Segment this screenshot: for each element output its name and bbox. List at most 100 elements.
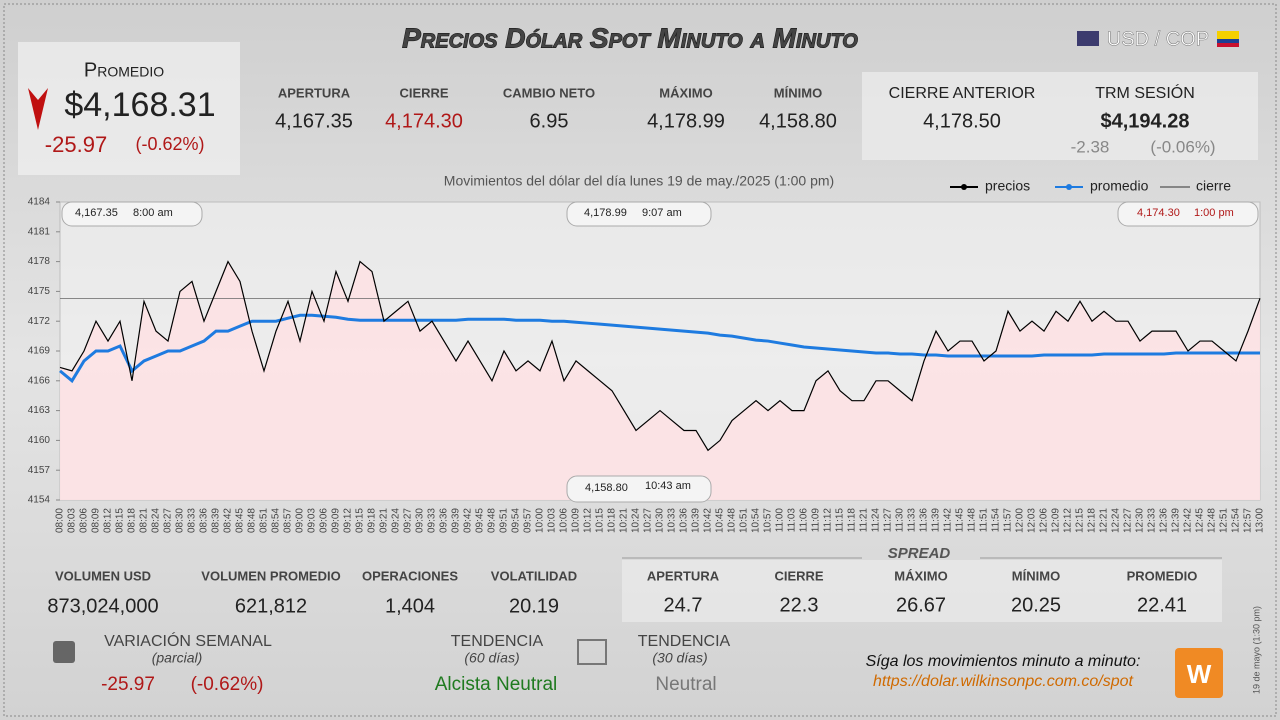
stat-value: 26.67	[896, 594, 946, 616]
y-tick-label: 4175	[28, 286, 51, 297]
x-tick-label: 10:03	[547, 508, 558, 533]
weekly-change: -25.97	[101, 674, 155, 695]
stat-value: 873,024,000	[47, 595, 158, 617]
x-tick-label: 11:57	[1003, 508, 1014, 533]
x-tick-label: 13:00	[1255, 508, 1266, 533]
x-tick-label: 12:51	[1219, 508, 1230, 533]
weekly-change-pct: (-0.62%)	[191, 674, 264, 695]
x-tick-label: 08:24	[151, 508, 162, 533]
stat-value: 22.41	[1137, 594, 1187, 616]
x-tick-label: 11:36	[919, 508, 930, 533]
promedio-change-pct: (-0.62%)	[135, 134, 204, 154]
x-tick-label: 08:45	[235, 508, 246, 533]
annotation-box	[61, 201, 203, 227]
x-tick-label: 09:03	[307, 508, 318, 533]
x-tick-label: 08:09	[91, 508, 102, 533]
x-tick-label: 08:33	[187, 508, 198, 533]
x-tick-label: 11:06	[799, 508, 810, 533]
x-tick-label: 12:15	[1075, 508, 1086, 533]
x-tick-label: 10:36	[679, 508, 690, 533]
x-tick-label: 11:21	[859, 508, 870, 533]
x-tick-label: 11:39	[931, 508, 942, 533]
y-tick-label: 4184	[28, 197, 51, 208]
stat-value: 24.7	[664, 594, 703, 616]
promedio-box	[18, 42, 240, 175]
logo	[1175, 648, 1223, 698]
annotation-time: 1:00 pm	[1194, 207, 1234, 219]
legend-swatch	[961, 184, 967, 190]
legend-swatch	[1066, 184, 1072, 190]
chart: 4154 4157 4160 4163 4166 4169 4172 4175 4178 4181…	[28, 178, 1266, 533]
x-tick-label: 12:24	[1111, 508, 1122, 533]
x-tick-label: 09:00	[295, 508, 306, 533]
y-tick-label: 4172	[28, 316, 51, 327]
x-tick-label: 09:15	[355, 508, 366, 533]
x-tick-label: 12:45	[1195, 508, 1206, 533]
x-tick-label: 11:18	[847, 508, 858, 533]
x-tick-label: 10:51	[739, 508, 750, 533]
x-tick-label: 12:18	[1087, 508, 1098, 533]
co-flag	[1217, 39, 1239, 43]
timestamp: 19 de mayo (1:30 pm)	[1251, 606, 1261, 694]
down-arrow	[28, 88, 48, 130]
trm-value: $4,194.28	[1101, 110, 1190, 132]
annotation-value: 4,158.80	[585, 482, 628, 494]
x-tick-label: 08:15	[115, 508, 126, 533]
x-tick-label: 10:48	[727, 508, 738, 533]
stat-label: VOLATILIDAD	[491, 568, 577, 583]
trm-label: TRM SESIÓN	[1095, 83, 1195, 102]
stat-label: PROMEDIO	[1127, 568, 1198, 583]
y-tick-label: 4157	[28, 465, 51, 476]
footer-url[interactable]: https://dolar.wilkinsonpc.com.co/spot	[873, 673, 1134, 690]
x-tick-label: 10:57	[763, 508, 774, 533]
x-tick-label: 12:09	[1051, 508, 1062, 533]
y-tick-label: 4181	[28, 226, 51, 237]
x-tick-label: 11:03	[787, 508, 798, 533]
x-tick-label: 10:18	[607, 508, 618, 533]
x-tick-label: 09:42	[463, 508, 474, 533]
series-line	[59, 260, 1261, 452]
chart-subtitle: Movimientos del dólar del día lunes 19 d…	[444, 173, 834, 189]
stat-value: 4,158.80	[759, 110, 837, 132]
annotation-time: 10:43 am	[645, 480, 691, 492]
promedio-value: $4,168.31	[64, 86, 215, 124]
us-flag	[1077, 31, 1099, 46]
x-tick-label: 08:03	[67, 508, 78, 533]
x-tick-label: 10:15	[595, 508, 606, 533]
x-tick-label: 11:33	[907, 508, 918, 533]
x-tick-label: 08:12	[103, 508, 114, 533]
frame	[3, 3, 1277, 717]
x-tick-label: 12:57	[1243, 508, 1254, 533]
stat-label: MÍNIMO	[774, 85, 822, 100]
annotation: 4,167.35 8:00 am 4,178.99 9:07 am 4,174.…	[61, 201, 1259, 503]
x-tick-label: 09:36	[439, 508, 450, 533]
x-tick-label: 11:27	[883, 508, 894, 533]
x-tick-label: 11:09	[811, 508, 822, 533]
promedio-change: -25.97	[45, 132, 107, 157]
trend-label: TENDENCIA	[451, 633, 544, 650]
y-tick-label: 4160	[28, 435, 51, 446]
x-tick-label: 12:03	[1027, 508, 1038, 533]
x-tick-label: 10:21	[619, 508, 630, 533]
x-tick-label: 09:27	[403, 508, 414, 533]
stat-value: 20.19	[509, 595, 559, 617]
stat-value: 4,167.35	[275, 110, 353, 132]
x-tick-label: 08:00	[55, 508, 66, 533]
annotation-value: 4,174.30	[1137, 207, 1180, 219]
x-tick-label: 09:30	[415, 508, 426, 533]
x-tick-label: 12:12	[1063, 508, 1074, 533]
x-tick-label: 09:18	[367, 508, 378, 533]
x-tick-label: 11:51	[979, 508, 990, 533]
x-tick-label: 08:30	[175, 508, 186, 533]
x-tick-label: 08:06	[79, 508, 90, 533]
stat-value: 4,178.99	[647, 110, 725, 132]
x-tick-label: 12:27	[1123, 508, 1134, 533]
x-tick-label: 09:06	[319, 508, 330, 533]
x-tick-label: 10:39	[691, 508, 702, 533]
trend-value: Neutral	[655, 674, 716, 695]
stat-label: VOLUMEN USD	[55, 568, 151, 583]
y-tick-label: 4166	[28, 375, 51, 386]
spread-stats: APERTURA 24.7 CIERRE 22.3 MÁXIMO 26.67 MÍNIMO 2…	[647, 568, 1198, 616]
logo-mark: W	[1187, 659, 1212, 689]
